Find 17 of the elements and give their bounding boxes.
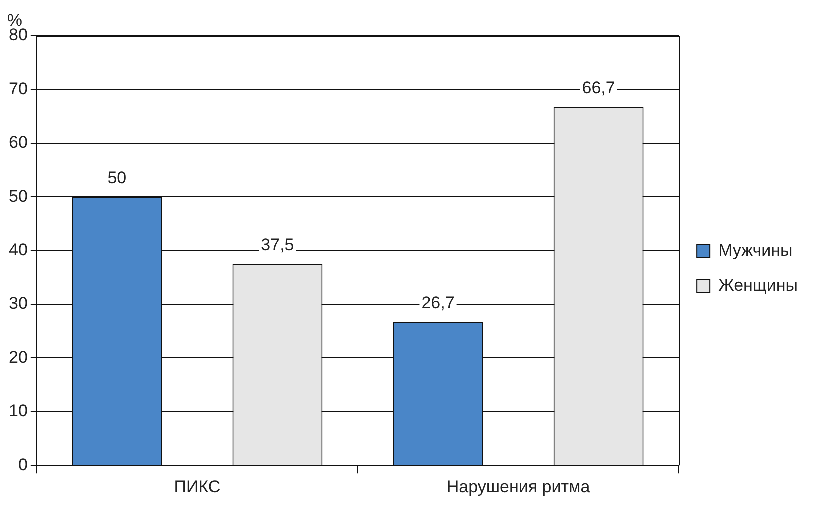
x-tick-label: ПИКС: [174, 477, 221, 496]
y-tick-label: 20: [8, 348, 28, 367]
legend-label: Мужчины: [718, 241, 793, 260]
data-label: 37,5: [261, 235, 294, 254]
y-tick-label: 10: [8, 402, 28, 421]
y-tick-label: 80: [8, 26, 28, 45]
data-label: 26,7: [422, 293, 455, 312]
y-tick-label: 60: [8, 133, 28, 152]
y-tick-label: 40: [8, 240, 28, 260]
x-tick-label: Нарушения ритма: [446, 477, 591, 496]
y-tick-label: 50: [8, 186, 28, 206]
y-tick-label: 0: [18, 455, 28, 474]
data-label: 66,7: [582, 78, 616, 98]
y-tick-label: 70: [8, 79, 28, 98]
y-tick-label: 30: [8, 294, 28, 314]
legend-label: Женщины: [718, 276, 798, 296]
data-label: 50: [108, 168, 127, 188]
